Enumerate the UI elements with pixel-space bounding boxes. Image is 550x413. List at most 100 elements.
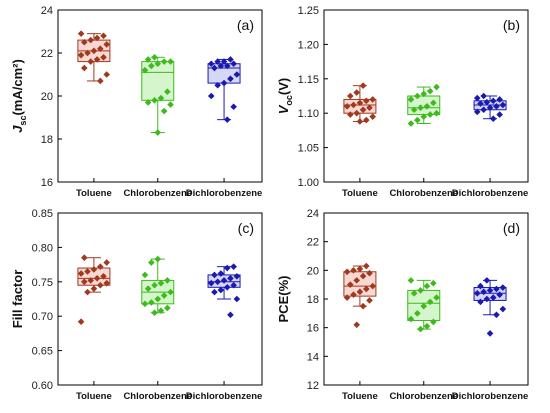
panel-a: 16 18 20 22 24 Jsc(mA/cm²) (a) Toluene Chloroben… [10,5,263,199]
data-point [167,101,174,108]
data-point [151,97,158,104]
data-point [233,295,241,303]
data-point [81,64,88,72]
data-point [217,286,225,294]
y-tick-label: 1.25 [298,5,319,17]
y-axis-label-unit: (V) [276,78,291,95]
data-point [414,92,421,100]
data-point [211,64,218,72]
data-point [144,56,152,63]
box-series-dichlorobenzene [473,92,507,123]
data-point [426,111,434,118]
data-point [347,281,354,288]
x-category-label: Dichlorobenzene [452,391,529,402]
y-tick-label: 1.15 [298,74,319,86]
data-point [480,92,487,100]
y-tick-label: 12 [307,380,319,392]
data-point [350,291,357,298]
data-point [160,58,168,65]
x-category-label: Toluene [76,188,112,199]
data-point [157,94,165,102]
panel-c: 0.60 0.65 0.70 0.75 0.80 0.85 Fill factor (c) To… [10,208,263,402]
data-point [407,315,415,323]
box-iqr [141,61,175,101]
data-point [417,287,424,294]
y-axis-label-unit: (mA/cm²) [10,59,25,115]
data-point [223,116,231,123]
box-series-chlorobenzene [407,83,441,127]
data-point [93,56,101,63]
data-point [430,99,437,107]
data-point [356,288,364,296]
data-point [366,104,373,111]
box-series-chlorobenzene [141,255,175,317]
data-point [417,104,424,111]
y-axis-label-main: V [276,104,291,114]
box-series-dichlorobenzene [473,277,507,337]
y-axis-label: Voc(V) [276,78,294,115]
data-point [493,311,500,319]
panel-label: (a) [237,17,254,33]
data-point [486,104,494,111]
data-point [353,89,361,96]
data-point [223,62,231,70]
data-point [496,96,503,103]
data-point [489,294,497,301]
data-point [220,79,228,87]
data-point [410,289,418,297]
data-point [359,106,367,114]
data-point [496,291,503,298]
data-point [164,88,171,95]
data-point [227,75,234,83]
data-point [433,83,440,91]
data-point [164,304,171,312]
data-point [363,116,370,124]
data-point [489,115,497,123]
data-point [220,58,228,65]
box-series-toluene [77,254,111,326]
data-point [423,103,431,110]
data-point [151,54,158,61]
data-point [407,120,415,127]
data-point [81,278,88,286]
data-point [426,298,434,306]
data-point [493,285,500,293]
data-point [77,270,85,277]
data-point [363,97,370,105]
y-tick-label: 0.60 [32,380,53,392]
data-point [141,300,149,308]
data-point [366,269,373,277]
data-point [214,81,221,89]
data-point [100,272,107,280]
y-axis-label-main: Fill factor [10,270,25,329]
data-point [230,60,237,68]
data-point [87,277,95,284]
y-tick-label: 24 [41,5,53,17]
data-point [214,278,221,286]
y-axis-label: Fill factor [10,270,25,329]
panel-label: (d) [503,220,520,236]
data-point [233,71,241,78]
data-point [363,262,370,270]
data-point [347,92,354,100]
data-point [414,310,421,317]
data-point [77,51,85,59]
data-point [97,77,104,85]
data-point [423,322,431,330]
data-point [477,100,484,107]
data-point [81,38,88,46]
data-point [154,129,162,136]
data-point [154,295,162,303]
data-point [230,281,237,289]
data-point [97,263,104,270]
panel-label: (c) [238,220,254,236]
data-point [87,36,95,44]
data-point [366,297,373,304]
data-point [420,302,428,310]
data-point [167,288,174,296]
y-tick-label: 1.20 [298,39,319,51]
data-point [499,305,507,313]
y-tick-label: 16 [307,323,319,335]
data-point [207,92,215,100]
